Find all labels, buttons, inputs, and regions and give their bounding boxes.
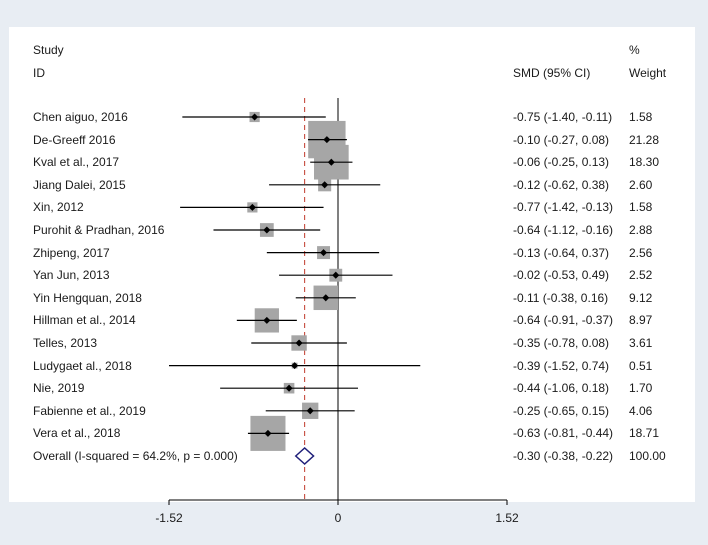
- x-tick-label: 1.52: [495, 511, 519, 525]
- study-weight: 2.88: [629, 223, 653, 237]
- overall-label: Overall (I-squared = 64.2%, p = 0.000): [33, 449, 238, 463]
- point-estimate: [248, 203, 256, 211]
- study-weight: 2.52: [629, 268, 653, 283]
- study-label: Yan Jun, 2013: [33, 268, 110, 283]
- point-estimate: [332, 271, 340, 279]
- header-study: Study: [33, 43, 64, 57]
- study-ci: -0.12 (-0.62, 0.38): [513, 177, 610, 192]
- point-estimate: [323, 136, 331, 144]
- study-label: Vera et al., 2018: [33, 426, 121, 441]
- point-estimate: [264, 429, 272, 437]
- study-label: Purohit & Pradhan, 2016: [33, 223, 165, 237]
- study-label: Zhipeng, 2017: [33, 245, 110, 260]
- study-weight: 1.70: [629, 381, 653, 396]
- study-label: Yin Hengquan, 2018: [33, 290, 142, 305]
- study-label: Telles, 2013: [33, 336, 98, 350]
- study-label: Fabienne et al., 2019: [33, 403, 146, 418]
- study-weight: 8.97: [629, 313, 653, 328]
- study-label: Chen aiguo, 2016: [33, 110, 128, 124]
- study-weight: 4.06: [629, 403, 653, 418]
- study-weight: 2.56: [629, 245, 653, 260]
- study-label: Nie, 2019: [33, 381, 85, 396]
- study-weight: 18.71: [629, 426, 660, 441]
- study-ci: -0.39 (-1.52, 0.74): [513, 358, 610, 373]
- header-id: ID: [33, 66, 45, 80]
- study-label: Jiang Dalei, 2015: [33, 177, 126, 192]
- study-weight: 3.61: [629, 336, 653, 350]
- study-label: Xin, 2012: [33, 200, 84, 215]
- study-ci: -0.25 (-0.65, 0.15): [513, 403, 610, 418]
- study-ci: -0.64 (-1.12, -0.16): [513, 223, 614, 237]
- header-effect: SMD (95% CI): [513, 66, 591, 80]
- study-weight: 18.30: [629, 155, 660, 170]
- study-ci: -0.13 (-0.64, 0.37): [513, 245, 610, 260]
- study-weight: 21.28: [629, 132, 660, 147]
- study-ci: -0.44 (-1.06, 0.18): [513, 381, 610, 396]
- plot-area: [9, 27, 695, 502]
- point-estimate: [320, 249, 328, 257]
- point-estimate: [321, 181, 329, 189]
- study-ci: -0.02 (-0.53, 0.49): [513, 268, 610, 283]
- study-weight: 1.58: [629, 110, 653, 124]
- study-ci: -0.77 (-1.42, -0.13): [513, 200, 614, 215]
- study-weight: 1.58: [629, 200, 653, 215]
- point-estimate: [251, 113, 259, 121]
- study-weight: 2.60: [629, 177, 653, 192]
- header-weight: Weight: [629, 66, 667, 80]
- study-ci: -0.75 (-1.40, -0.11): [513, 110, 613, 124]
- header-percent: %: [629, 43, 640, 57]
- study-ci: -0.35 (-0.78, 0.08): [513, 336, 610, 350]
- point-estimate: [327, 158, 335, 166]
- overall-diamond: [294, 446, 315, 466]
- overall-weight: 100.00: [629, 449, 666, 463]
- point-estimate: [285, 384, 293, 392]
- x-tick-label: -1.52: [155, 511, 183, 525]
- study-ci: -0.11 (-0.38, 0.16): [513, 290, 609, 305]
- point-estimate: [295, 339, 303, 347]
- overall-ci: -0.30 (-0.38, -0.22): [513, 449, 614, 463]
- point-estimate: [322, 294, 330, 302]
- study-label: Hillman et al., 2014: [33, 313, 136, 328]
- study-label: De-Greeff 2016: [33, 132, 116, 147]
- study-weight: 9.12: [629, 290, 653, 305]
- study-ci: -0.06 (-0.25, 0.13): [513, 155, 610, 170]
- point-estimate: [263, 226, 271, 234]
- point-estimate: [306, 407, 314, 415]
- study-weight: 0.51: [629, 358, 653, 373]
- study-ci: -0.10 (-0.27, 0.08): [513, 132, 610, 147]
- study-label: Kval et al., 2017: [33, 155, 120, 170]
- study-ci: -0.64 (-0.91, -0.37): [513, 313, 614, 328]
- point-estimate: [263, 316, 271, 324]
- study-ci: -0.63 (-0.81, -0.44): [513, 426, 614, 441]
- study-label: Ludygaet al., 2018: [33, 358, 132, 373]
- point-estimate: [291, 362, 299, 370]
- x-tick-label: 0: [335, 511, 342, 525]
